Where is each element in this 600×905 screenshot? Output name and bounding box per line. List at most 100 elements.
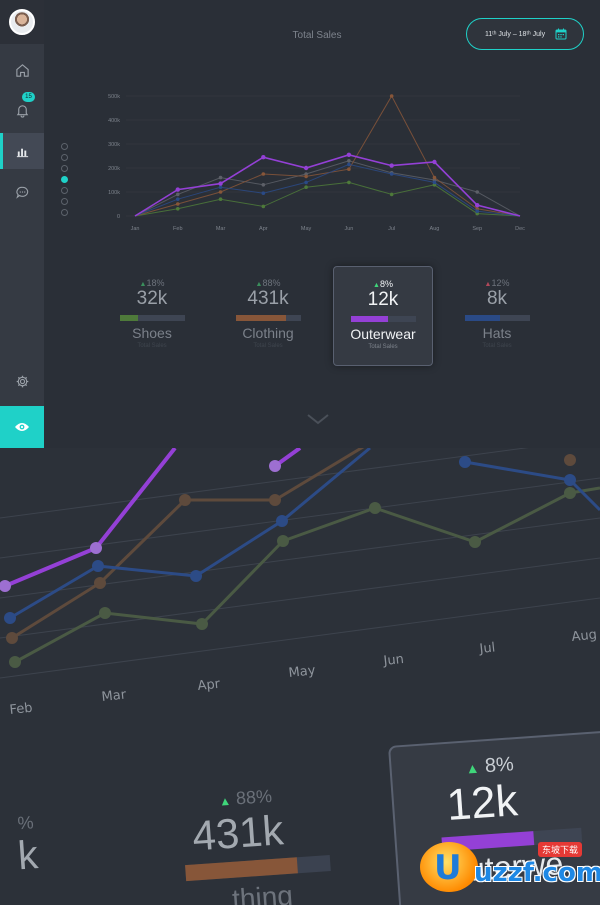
data-point-outerwear <box>346 152 352 157</box>
data-point-clothing <box>347 167 351 171</box>
preview-card-shoes: % k <box>0 810 67 905</box>
bell-icon <box>16 104 28 118</box>
card-change-text: 12% <box>491 278 510 288</box>
category-card-hats[interactable]: ▲12% 8k Hats Total Sales <box>447 266 547 366</box>
card-progress-fill <box>235 315 287 321</box>
data-point-outerwear <box>261 155 266 160</box>
preview-series-other <box>464 460 600 512</box>
y-tick-label: 400k <box>108 118 120 124</box>
preview-grid-line <box>0 557 600 639</box>
y-tick-label: 300k <box>108 142 120 148</box>
data-point-clothing <box>261 172 266 176</box>
preview-card-clothing: ▲ 88% 431k thing <box>170 781 347 905</box>
eye-icon <box>15 423 29 431</box>
card-progress-fill <box>464 315 501 321</box>
pager-dots <box>61 143 68 220</box>
data-point-clothing <box>389 94 394 98</box>
preview-x-label: Jun <box>382 652 405 669</box>
category-card-clothing[interactable]: ▲88% 431k Clothing Total Sales <box>218 266 318 366</box>
preview-x-label: Apr <box>197 677 222 694</box>
x-tick-label: Jun <box>344 226 353 232</box>
card-subtitle: Total Sales <box>482 343 512 349</box>
data-point-shoes <box>389 192 394 197</box>
zoomed-chart: Feb Mar Apr May Jun Jul Aug <box>0 448 600 718</box>
up-arrow-icon: ▲ <box>139 281 147 288</box>
pager-dot[interactable] <box>61 176 68 183</box>
card-category: Shoes <box>132 325 172 341</box>
y-tick-label: 100k <box>108 190 120 196</box>
card-category: Clothing <box>242 325 294 341</box>
data-point-hats <box>218 185 223 189</box>
data-point-other <box>475 190 480 194</box>
card-value: 32k <box>136 288 168 309</box>
preview-card-value: k <box>16 833 40 879</box>
data-point-hats <box>304 180 308 185</box>
sidebar-item-notifications[interactable]: 15 <box>0 92 44 128</box>
pager-dot[interactable] <box>61 165 68 172</box>
series-line-shoes <box>134 181 521 217</box>
pager-dot[interactable] <box>61 209 68 216</box>
calendar-icon <box>555 28 567 40</box>
data-point-hats <box>261 191 266 195</box>
data-point-clothing <box>218 190 223 194</box>
data-point-outerwear <box>432 159 437 165</box>
category-card-outerwear[interactable]: ▲8% 12k Outerwear Total Sales <box>333 266 433 366</box>
card-change-text: 8% <box>379 279 393 289</box>
preview-series-shoes <box>14 486 600 664</box>
data-point-shoes <box>175 207 180 211</box>
card-change: ▲12% <box>447 278 547 288</box>
card-change-text: 18% <box>146 278 165 288</box>
chevron-down-icon[interactable] <box>306 413 330 425</box>
card-value: 431k <box>247 288 289 309</box>
preview-x-label: Feb <box>9 701 33 718</box>
pager-dot[interactable] <box>61 143 68 150</box>
preview-x-label: Aug <box>571 627 598 645</box>
sidebar-item-home[interactable] <box>0 52 44 88</box>
card-subtitle: Total Sales <box>137 343 167 349</box>
data-point-hats <box>432 180 437 185</box>
avatar-container[interactable] <box>0 0 44 44</box>
data-point-shoes <box>304 185 308 189</box>
card-category: Outerwear <box>350 326 416 342</box>
card-subtitle: Total Sales <box>253 343 283 349</box>
pager-dot[interactable] <box>61 154 68 161</box>
sidebar-item-settings[interactable] <box>0 363 44 399</box>
card-change: ▲18% <box>102 278 202 288</box>
data-point-shoes <box>218 197 223 201</box>
sidebar-item-messages[interactable] <box>0 174 44 210</box>
data-point-hats <box>389 172 394 176</box>
data-point-outerwear <box>218 181 223 186</box>
data-point-outerwear <box>389 163 394 168</box>
preview-series-clothing <box>11 448 365 640</box>
card-progress-fill <box>119 315 138 321</box>
preview-x-label: May <box>288 663 317 681</box>
sidebar-item-view[interactable] <box>0 406 44 448</box>
total-sales-chart: 0 100k 200k 300k 400k 500k Jan Feb Mar Apr May Jun J… <box>108 94 525 232</box>
data-point-outerwear <box>475 203 480 208</box>
x-tick-label: Sep <box>472 226 482 232</box>
sidebar-item-stats[interactable] <box>0 133 44 169</box>
x-tick-label: Jul <box>388 226 395 232</box>
up-arrow-icon: ▲ <box>218 793 232 809</box>
card-progress-bar <box>464 315 530 321</box>
pager-dot[interactable] <box>61 187 68 194</box>
page-title: Total Sales <box>292 30 342 41</box>
card-category: Hats <box>482 325 512 341</box>
x-tick-label: Dec <box>515 226 525 232</box>
watermark-logo-letter: U <box>434 848 462 888</box>
up-arrow-icon: ▲ <box>465 759 480 777</box>
date-range-button[interactable]: 11ᵗʰ July – 18ᵗʰ July <box>466 18 584 50</box>
watermark-logo: U <box>420 842 478 892</box>
data-point-clothing <box>304 174 308 179</box>
pager-dot[interactable] <box>61 198 68 205</box>
x-tick-label: Feb <box>173 226 182 232</box>
data-point-shoes <box>261 204 266 209</box>
up-arrow-icon: ▲ <box>484 281 492 288</box>
category-card-shoes[interactable]: ▲18% 32k Shoes Total Sales <box>102 266 202 366</box>
y-tick-label: 200k <box>108 166 120 172</box>
preview-grid-line <box>0 448 529 519</box>
y-tick-label: 0 <box>117 214 120 220</box>
watermark-text: uzzf.com <box>474 858 600 888</box>
data-point-outerwear <box>303 165 309 171</box>
avatar[interactable] <box>9 9 35 35</box>
